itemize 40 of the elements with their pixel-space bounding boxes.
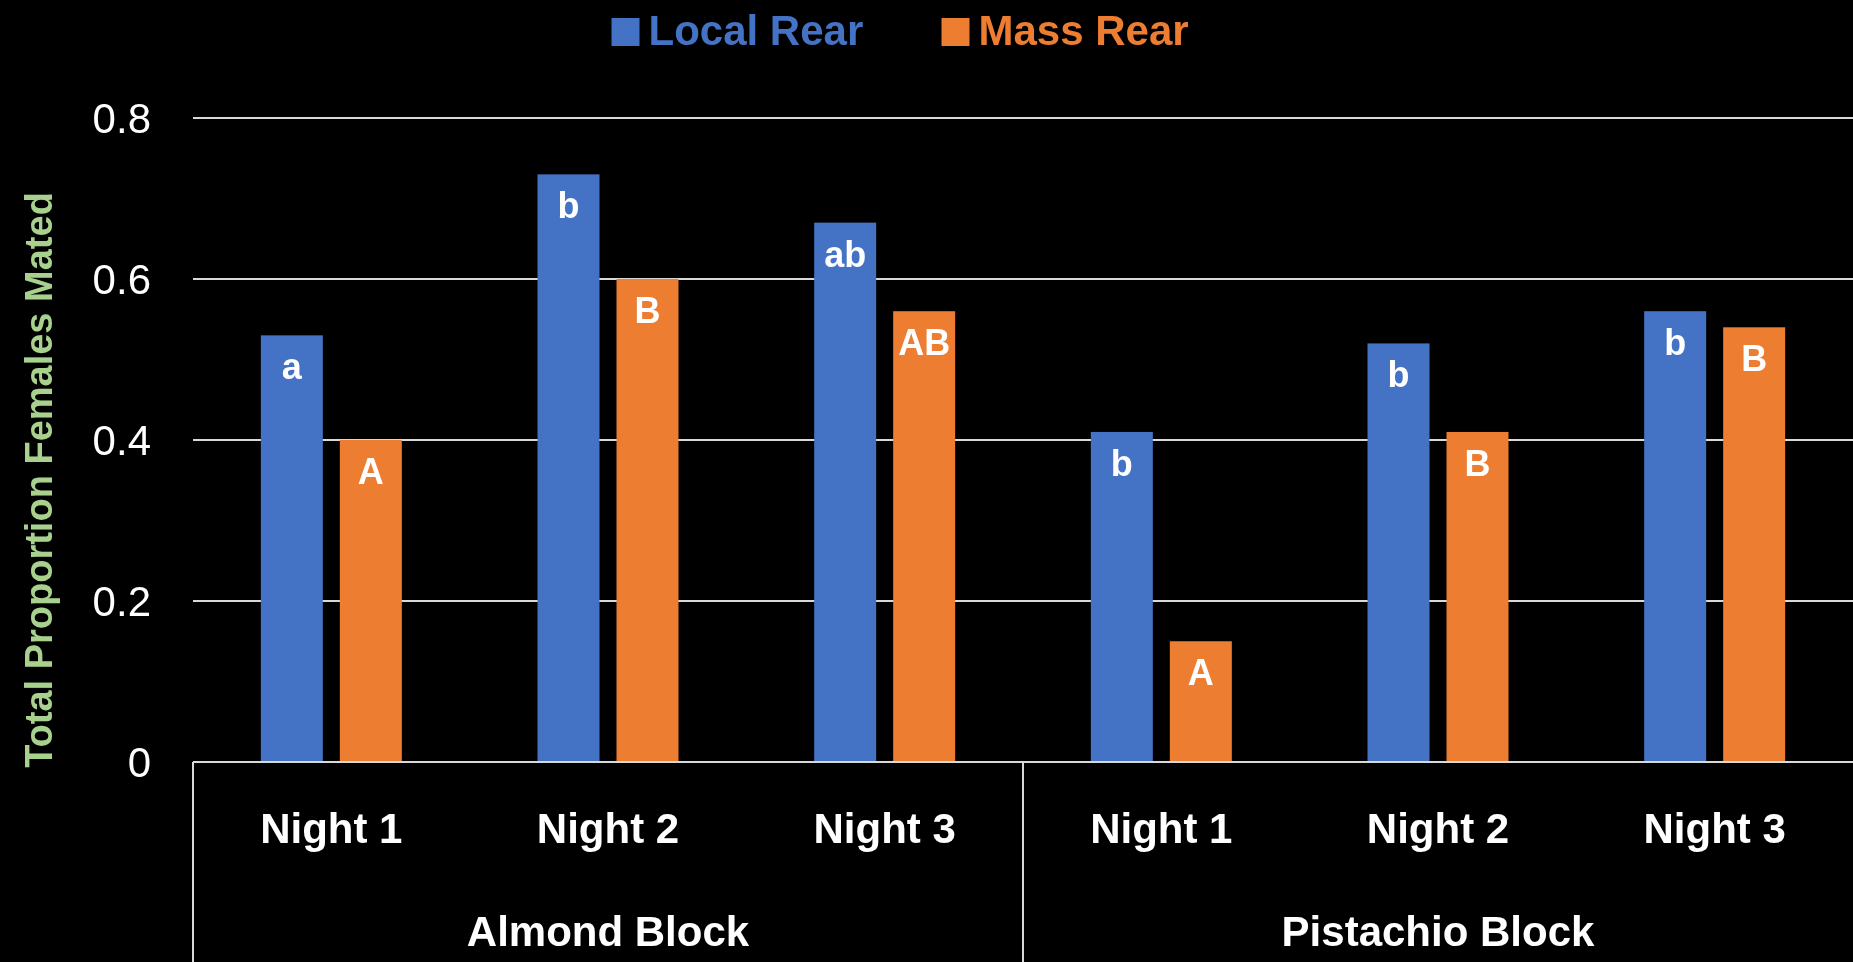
- bar: [339, 440, 402, 762]
- data-label: ab: [824, 233, 867, 275]
- text: Almond Block: [466, 908, 750, 955]
- bar: [260, 335, 323, 762]
- bar: [1723, 327, 1786, 762]
- data-label: b: [1387, 354, 1410, 396]
- y-tick-label: 0.2: [92, 577, 151, 625]
- x-tick-label: Night 2: [1366, 805, 1510, 852]
- x-tick-label: Night 1: [1090, 805, 1233, 852]
- x-tick-label: Night 3: [813, 805, 956, 852]
- x-tick-label: Night 1: [260, 805, 403, 852]
- data-label: B: [1741, 338, 1768, 380]
- data-label: b: [557, 185, 580, 227]
- data-label: a: [281, 346, 303, 388]
- bar: [1090, 431, 1153, 762]
- y-tick-label: 0.6: [92, 255, 151, 303]
- bar: [1446, 431, 1509, 762]
- data-label: B: [634, 290, 661, 331]
- data-label: A: [1187, 652, 1214, 694]
- y-axis-title: Total Proportion Females Mated: [18, 192, 60, 768]
- bar: [1169, 641, 1232, 762]
- bar: [814, 222, 877, 762]
- bar: [1644, 311, 1707, 762]
- data-label: AB: [898, 322, 951, 364]
- x-tick-label: Night 2: [536, 805, 680, 852]
- bar: [616, 279, 679, 762]
- data-label: A: [357, 451, 384, 492]
- legend-label: Local Rear: [648, 7, 864, 54]
- data-label: b: [1664, 322, 1687, 364]
- bar: [893, 311, 956, 762]
- bar: [1367, 343, 1430, 762]
- x-tick-label: Night 3: [1643, 805, 1786, 852]
- data-label: b: [1110, 442, 1133, 484]
- data-label: B: [1464, 442, 1491, 484]
- y-tick-label: 0.4: [92, 416, 151, 464]
- text: Pistachio Block: [1281, 908, 1596, 955]
- y-tick-label: 0: [127, 738, 151, 786]
- legend-label: Mass Rear: [978, 7, 1189, 54]
- bar: [537, 174, 600, 762]
- y-tick-label: 0.8: [92, 94, 151, 142]
